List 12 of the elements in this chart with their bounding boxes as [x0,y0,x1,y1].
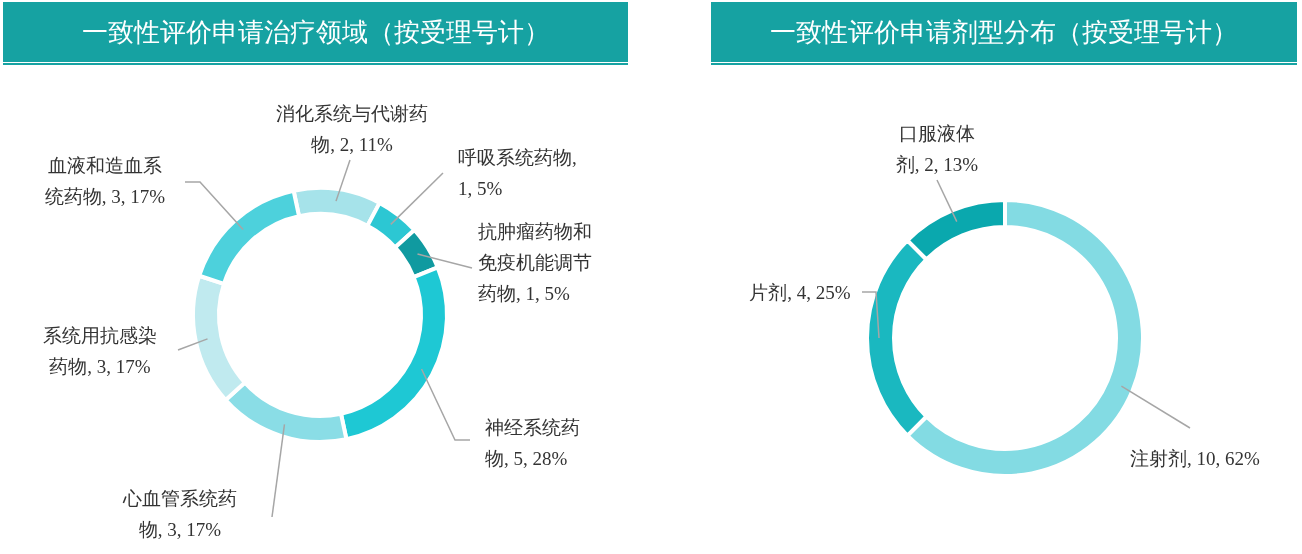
slice-label: 消化系统与代谢药物, 2, 11% [276,103,428,155]
chart-title: 一致性评价申请治疗领域（按受理号计） [81,18,550,47]
slice-label: 血液和造血系统药物, 3, 17% [44,155,166,207]
slice-label: 呼吸系统药物, 1, 5% [458,147,577,199]
slice-label: 注射剂, 10, 62% [1130,448,1261,469]
chart-title: 一致性评价申请剂型分布（按受理号计） [770,18,1238,47]
slice-label: 抗肿瘤药物和免疫机能调节药物, 1, 5% [478,221,592,304]
slice-label: 片剂, 4, 25% [749,282,851,303]
slice-label: 系统用抗感染药物, 3, 17% [43,325,157,377]
slice-label: 神经系统药物, 5, 28% [485,417,580,469]
slice-label: 口服液体剂, 2, 13% [895,123,979,175]
slice-label: 心血管系统药物, 3, 17% [122,488,237,540]
